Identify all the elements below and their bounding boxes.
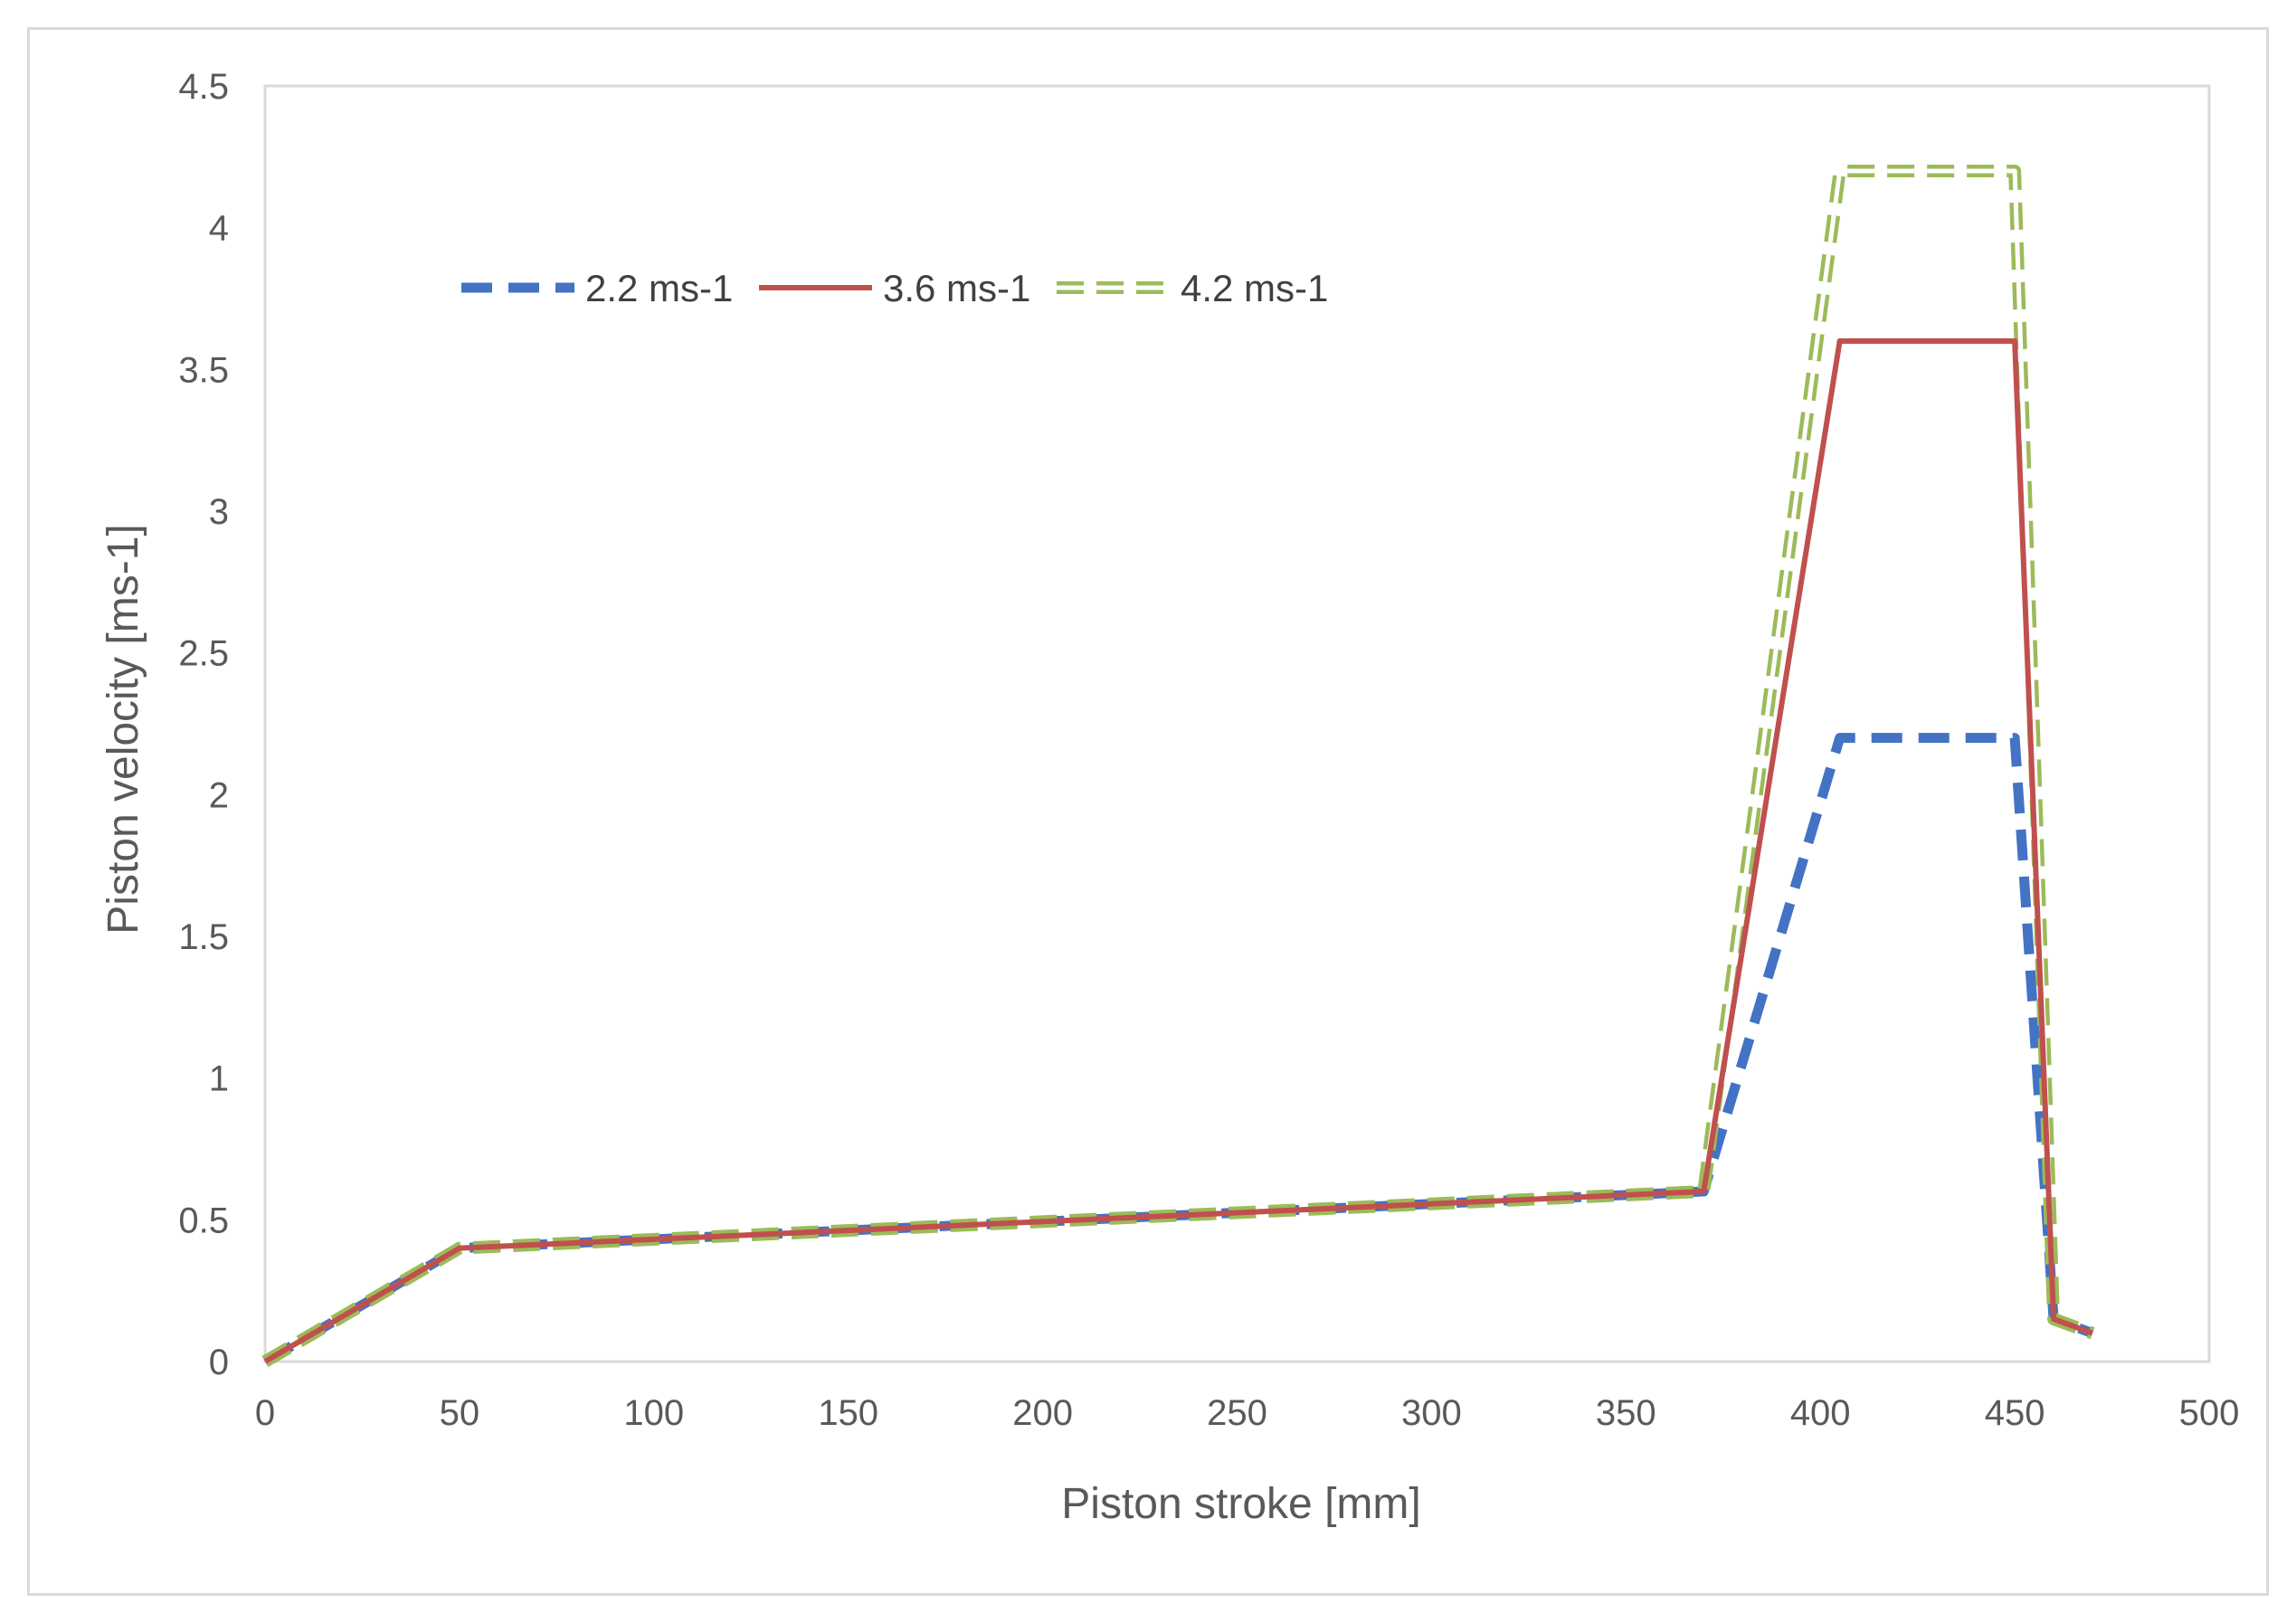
legend-label-2: 4.2 ms-1: [1181, 267, 1328, 309]
y-tick-label: 1.5: [178, 917, 229, 957]
x-tick-label: 50: [440, 1393, 480, 1433]
y-tick-label: 1: [209, 1059, 229, 1099]
legend-label-0: 2.2 ms-1: [585, 267, 733, 309]
x-tick-label: 400: [1790, 1393, 1851, 1433]
y-axis-title: Piston velocity [ms-1]: [100, 524, 147, 934]
x-tick-label: 300: [1401, 1393, 1462, 1433]
y-tick-label: 4: [209, 209, 229, 249]
x-tick-label: 200: [1012, 1393, 1073, 1433]
x-tick-label: 450: [1985, 1393, 2045, 1433]
legend-item-1: 3.6 ms-1: [759, 267, 1030, 309]
series-line-1: [263, 338, 2094, 1364]
legend-label-1: 3.6 ms-1: [883, 267, 1030, 309]
x-tick-label: 150: [818, 1393, 878, 1433]
y-tick-label: 2.5: [178, 634, 229, 674]
legend: 2.2 ms-1 3.6 ms-1 4.2 ms-1: [461, 267, 1328, 309]
x-axis-ticks: 0 50 100 150 200 250 300 350 400 450 500: [255, 1393, 2240, 1433]
y-axis-ticks: 0 0.5 1 1.5 2 2.5 3 3.5 4 4.5: [178, 67, 229, 1382]
x-tick-label: 0: [255, 1393, 275, 1433]
y-tick-label: 0: [209, 1343, 229, 1382]
x-tick-label: 500: [2179, 1393, 2240, 1433]
x-axis-title: Piston stroke [mm]: [1061, 1480, 1420, 1528]
legend-item-0: 2.2 ms-1: [461, 267, 733, 309]
plot-area-border: [263, 84, 2211, 1363]
y-tick-label: 2: [209, 775, 229, 815]
x-tick-label: 350: [1596, 1393, 1656, 1433]
x-tick-label: 250: [1207, 1393, 1267, 1433]
legend-item-2: 4.2 ms-1: [1057, 267, 1328, 309]
y-tick-label: 0.5: [178, 1201, 229, 1240]
y-tick-label: 3: [209, 492, 229, 532]
series-line-2: [261, 165, 2095, 1368]
y-tick-label: 4.5: [178, 67, 229, 107]
plot-area: [263, 84, 2211, 1363]
y-tick-label: 3.5: [178, 350, 229, 390]
series-line-0: [262, 733, 2094, 1366]
x-tick-label: 100: [623, 1393, 684, 1433]
series-group: [261, 165, 2095, 1368]
